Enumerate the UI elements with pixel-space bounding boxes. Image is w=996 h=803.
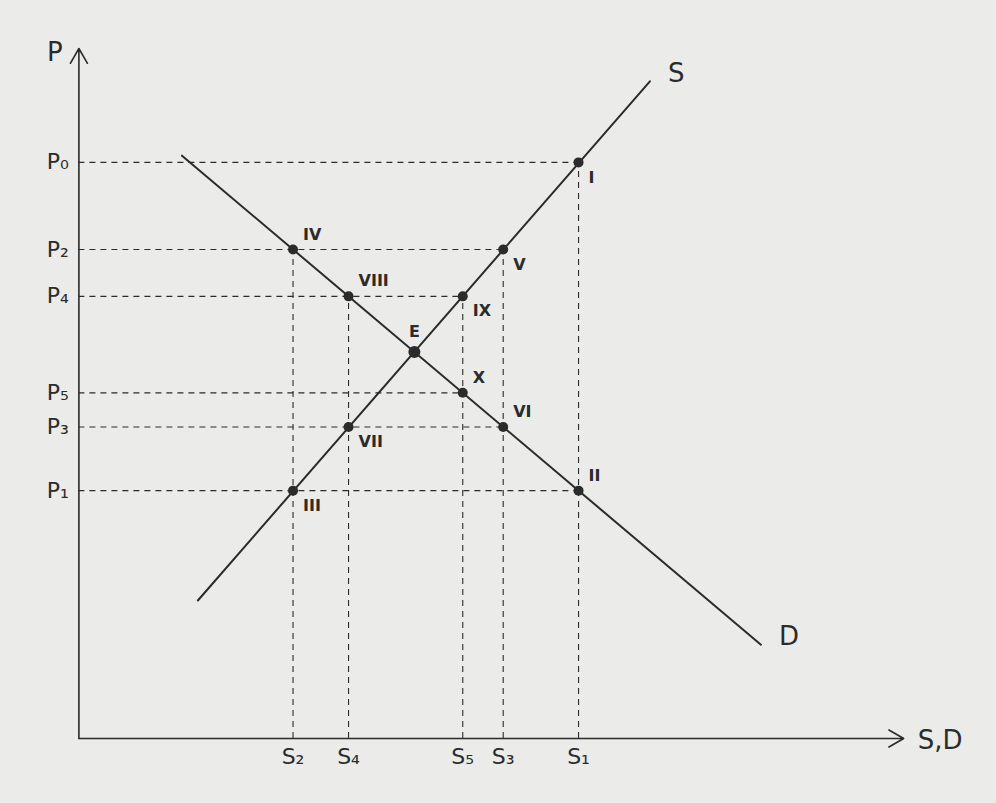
svg-text:S₁: S₁ [567, 744, 590, 769]
svg-text:I: I [589, 168, 595, 187]
svg-text:P₃: P₃ [47, 414, 69, 439]
svg-text:S₃: S₃ [492, 744, 515, 769]
svg-text:P₄: P₄ [47, 283, 69, 308]
svg-text:D: D [779, 621, 799, 651]
svg-text:S₅: S₅ [451, 744, 474, 769]
svg-text:III: III [303, 496, 321, 515]
svg-text:E: E [409, 322, 420, 341]
svg-text:S: S [668, 58, 685, 88]
svg-text:S,D: S,D [918, 725, 963, 755]
svg-text:P₅: P₅ [47, 380, 69, 405]
svg-text:IX: IX [473, 301, 492, 320]
svg-text:IV: IV [303, 225, 322, 244]
svg-text:S₄: S₄ [337, 744, 360, 769]
svg-text:II: II [589, 466, 601, 485]
svg-text:VII: VII [359, 432, 383, 451]
svg-text:P₁: P₁ [47, 478, 69, 503]
svg-text:S₂: S₂ [282, 744, 305, 769]
svg-text:P: P [47, 37, 63, 67]
svg-text:V: V [513, 255, 526, 274]
svg-text:P₂: P₂ [47, 237, 69, 262]
svg-text:VI: VI [513, 402, 531, 421]
svg-text:X: X [473, 368, 486, 387]
svg-text:VIII: VIII [359, 271, 389, 290]
svg-text:P₀: P₀ [47, 149, 69, 174]
